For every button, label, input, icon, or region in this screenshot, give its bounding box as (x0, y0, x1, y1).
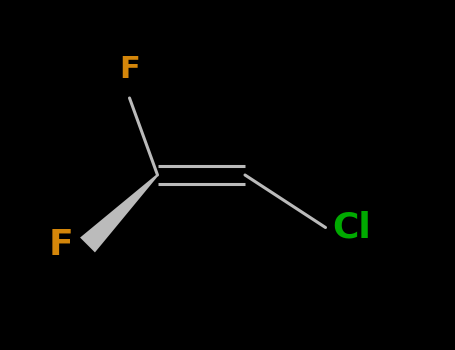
Text: Cl: Cl (333, 210, 371, 245)
Text: F: F (49, 228, 74, 262)
Text: F: F (119, 55, 140, 84)
Polygon shape (80, 174, 158, 252)
